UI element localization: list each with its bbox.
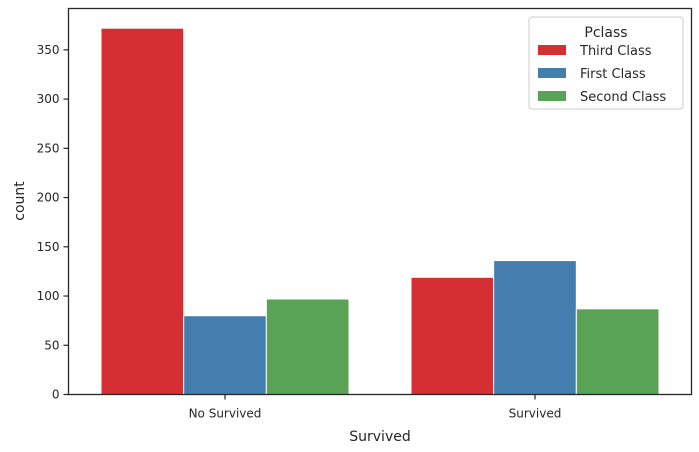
legend-label-third-class: Third Class [579, 44, 652, 59]
bar-first-class-no-survived [183, 315, 267, 395]
legend-title: Pclass [584, 25, 627, 41]
y-tick-label: 0 [52, 388, 60, 402]
legend: Pclass Third Class First Class Second Clas… [528, 16, 684, 110]
bar-second-class-no-survived [265, 298, 350, 395]
x-tick-label: No Survived [189, 407, 262, 421]
bar-second-class-survived [575, 308, 660, 395]
y-tick-label: 100 [37, 289, 60, 303]
bars-group [100, 27, 660, 396]
bar-first-class-survived [493, 260, 577, 395]
legend-swatch-third-class [538, 45, 566, 55]
plot-frame [67, 7, 693, 396]
bar-third-class-survived [410, 276, 495, 396]
x-axis-label: Survived [349, 429, 410, 445]
legend-swatch-first-class [538, 68, 566, 78]
legend-box [528, 16, 684, 110]
y-axis: 0 50 100 150 200 250 300 350 [37, 43, 69, 402]
x-axis: No Survived Survived [189, 394, 562, 421]
legend-label-first-class: First Class [580, 67, 646, 82]
legend-entries: Third Class First Class Second Class [538, 44, 666, 105]
legend-label-second-class: Second Class [580, 90, 666, 105]
x-tick-label: Survived [509, 407, 562, 421]
y-axis-label: count [12, 181, 28, 221]
y-tick-label: 200 [37, 191, 60, 205]
legend-swatch-second-class [538, 91, 566, 101]
bar-third-class-no-survived [100, 27, 185, 395]
y-tick-label: 150 [37, 240, 60, 254]
y-tick-label: 350 [37, 43, 60, 57]
y-tick-label: 250 [37, 141, 60, 155]
y-tick-label: 300 [37, 92, 60, 106]
y-tick-label: 50 [44, 338, 59, 352]
